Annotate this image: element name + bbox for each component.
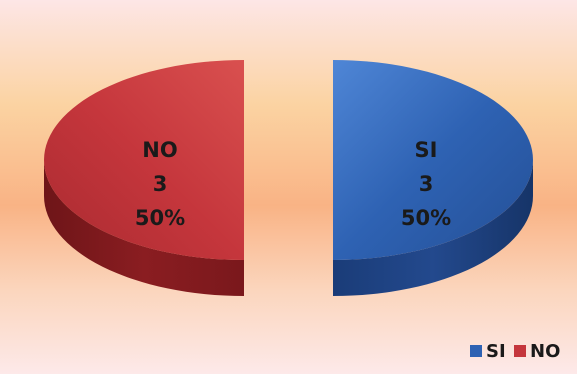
slice-no-percent: 50%: [135, 206, 185, 230]
legend-swatch-si: [470, 345, 482, 357]
slice-si-percent: 50%: [401, 206, 451, 230]
legend-swatch-no: [514, 345, 526, 357]
slice-no-value: 3: [153, 172, 168, 196]
legend-label-si: SI: [486, 341, 506, 362]
slice-si: SI 3 50%: [333, 60, 533, 296]
slice-si-top: [333, 60, 533, 260]
slice-si-value: 3: [419, 172, 434, 196]
legend-label-no: NO: [530, 341, 560, 362]
slice-si-side: [333, 160, 533, 296]
slice-no-label: NO: [142, 138, 177, 162]
slice-no-side: [44, 160, 244, 296]
slice-no-top: [44, 60, 244, 260]
legend: SI NO: [470, 341, 560, 362]
slice-no: NO 3 50%: [44, 60, 244, 296]
slice-si-label: SI: [415, 138, 438, 162]
